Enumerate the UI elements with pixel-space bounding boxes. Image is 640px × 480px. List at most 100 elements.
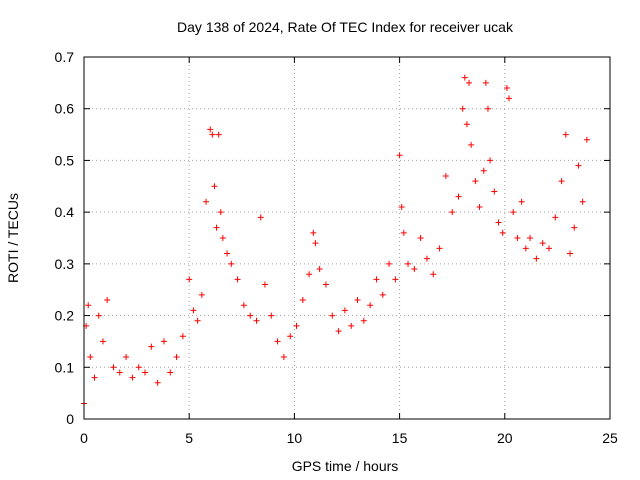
data-point — [228, 260, 235, 267]
y-tick-label: 0.5 — [55, 152, 75, 168]
data-point — [472, 178, 479, 185]
data-point — [398, 203, 405, 210]
data-point — [135, 364, 142, 371]
data-point — [373, 276, 380, 283]
data-point — [287, 333, 294, 340]
data-point — [562, 131, 569, 138]
data-point — [341, 307, 348, 314]
data-point — [211, 183, 218, 190]
y-tick-label: 0.3 — [55, 256, 75, 272]
data-point — [463, 121, 470, 128]
data-point — [91, 374, 98, 381]
data-point — [468, 141, 475, 148]
data-point — [392, 276, 399, 283]
data-point — [173, 353, 180, 360]
data-point — [522, 245, 529, 252]
data-point — [348, 322, 355, 329]
data-point — [476, 203, 483, 210]
y-tick-label: 0.7 — [55, 49, 75, 65]
x-tick-label: 15 — [392, 430, 408, 446]
data-point — [495, 219, 502, 226]
data-point — [95, 312, 102, 319]
x-tick-label: 25 — [602, 430, 618, 446]
x-tick-label: 10 — [287, 430, 303, 446]
data-point — [306, 271, 313, 278]
data-point — [240, 302, 247, 309]
y-tick-label: 0.6 — [55, 101, 75, 117]
data-point — [367, 302, 374, 309]
data-markers — [81, 74, 590, 407]
data-point — [257, 214, 264, 221]
data-point — [436, 245, 443, 252]
data-point — [411, 266, 418, 273]
data-point — [148, 343, 155, 350]
data-point — [142, 369, 149, 376]
data-point — [293, 322, 300, 329]
data-point — [198, 291, 205, 298]
data-point — [85, 302, 92, 309]
data-point — [190, 307, 197, 314]
data-point — [299, 297, 306, 304]
data-point — [487, 157, 494, 164]
data-point — [123, 353, 130, 360]
data-point — [506, 95, 513, 102]
data-point — [354, 297, 361, 304]
data-point — [312, 240, 319, 247]
data-point — [571, 224, 578, 231]
data-point — [224, 250, 231, 257]
data-point — [219, 235, 226, 241]
data-point — [268, 312, 275, 319]
data-point — [360, 317, 367, 324]
data-point — [316, 266, 323, 273]
data-point — [253, 317, 260, 324]
data-point — [217, 209, 224, 216]
data-point — [552, 214, 559, 221]
data-point — [527, 235, 534, 241]
data-point — [400, 229, 407, 236]
data-point — [491, 188, 498, 195]
data-point — [116, 369, 123, 376]
data-point — [104, 297, 111, 304]
data-point — [423, 255, 430, 262]
data-point — [274, 338, 281, 345]
plot-frame — [83, 56, 611, 420]
data-point — [461, 74, 468, 81]
data-point — [514, 235, 521, 241]
data-point — [455, 193, 462, 200]
data-point — [484, 105, 491, 112]
data-point — [329, 312, 336, 319]
data-point — [459, 105, 466, 112]
x-tick-label: 20 — [497, 430, 513, 446]
y-axis-label: ROTI / TECUs — [5, 193, 21, 283]
x-tick-label: 0 — [80, 430, 88, 446]
data-point — [575, 162, 582, 169]
data-point — [335, 328, 342, 335]
chart-title: Day 138 of 2024, Rate Of TEC Index for r… — [177, 19, 514, 35]
data-point — [583, 136, 590, 143]
data-point — [207, 126, 214, 133]
data-point — [545, 245, 552, 252]
data-point — [129, 374, 136, 381]
data-point — [322, 281, 329, 288]
data-point — [449, 209, 456, 216]
data-point — [518, 198, 525, 205]
data-point — [110, 364, 117, 371]
data-point — [386, 260, 393, 267]
data-point — [396, 152, 403, 159]
data-point — [539, 240, 546, 247]
data-point — [480, 167, 487, 174]
data-point — [99, 338, 106, 345]
data-point — [510, 209, 517, 216]
data-point — [261, 281, 268, 288]
data-point — [405, 260, 412, 267]
data-point — [417, 235, 424, 241]
data-point — [558, 178, 565, 185]
y-tick-label: 0.4 — [55, 204, 75, 220]
data-point — [167, 369, 174, 376]
data-point — [280, 353, 287, 360]
y-tick-label: 0.1 — [55, 359, 75, 375]
data-point — [209, 131, 216, 138]
x-axis-label: GPS time / hours — [292, 458, 399, 474]
data-point — [215, 131, 222, 138]
